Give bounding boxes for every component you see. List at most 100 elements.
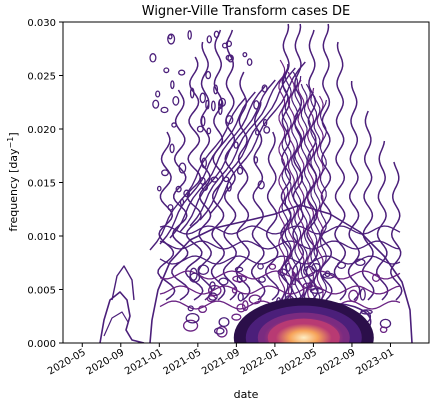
contour-island bbox=[149, 53, 157, 63]
contour-island bbox=[170, 80, 175, 90]
contour-island bbox=[160, 106, 169, 114]
contour-island bbox=[206, 127, 212, 135]
contour-island bbox=[189, 87, 195, 99]
ridge-contour bbox=[287, 71, 295, 341]
y-tick-label: 0.000 bbox=[27, 339, 56, 350]
contour-island bbox=[213, 327, 225, 335]
contour-island bbox=[223, 176, 230, 183]
contour-island bbox=[210, 100, 216, 112]
ringing-contour bbox=[159, 225, 401, 235]
contour-island bbox=[225, 115, 234, 125]
contour-island bbox=[187, 30, 192, 40]
contour-island bbox=[152, 99, 160, 109]
contour-island bbox=[161, 169, 169, 177]
contour-island bbox=[268, 263, 277, 270]
x-tick-label: 2022-09 bbox=[316, 347, 358, 377]
contour-island bbox=[324, 270, 331, 278]
ridge-contour bbox=[284, 67, 292, 341]
x-tick-label: 2022-05 bbox=[277, 347, 319, 377]
contour-island bbox=[354, 258, 366, 267]
contour-island bbox=[379, 318, 392, 329]
ridge-contour bbox=[281, 63, 289, 341]
y-tick-label: 0.030 bbox=[27, 18, 56, 29]
contour-island bbox=[233, 141, 239, 149]
contour-island bbox=[167, 34, 173, 40]
cross-term-column bbox=[305, 29, 319, 301]
contour-line bbox=[111, 265, 135, 301]
diagonal-streak bbox=[159, 91, 256, 245]
contour-island bbox=[209, 281, 216, 290]
envelope-left bbox=[99, 291, 145, 343]
diagonal-streak bbox=[209, 61, 306, 215]
contour-island bbox=[336, 261, 347, 269]
contour-island bbox=[371, 273, 381, 283]
cross-term-column bbox=[361, 110, 375, 301]
contour-island bbox=[237, 292, 244, 302]
ridge-contour bbox=[291, 71, 299, 341]
contour-island bbox=[261, 84, 268, 93]
contour-island bbox=[196, 125, 204, 133]
contour-island bbox=[241, 300, 249, 312]
ridge-contour bbox=[303, 83, 311, 341]
contour-island bbox=[200, 115, 206, 127]
contour-island bbox=[253, 156, 259, 164]
contour-island bbox=[225, 54, 233, 61]
contour-island bbox=[205, 99, 210, 110]
diagonal-streak bbox=[149, 97, 246, 251]
contour-island bbox=[172, 95, 180, 106]
x-axis: 2020-052020-092021-012021-052021-092022-… bbox=[46, 343, 396, 377]
y-axis: 0.000 0.005 0.010 0.015 0.020 0.025 0.030 bbox=[27, 18, 63, 350]
contour-island bbox=[182, 319, 199, 332]
y-tick-label: 0.015 bbox=[27, 179, 56, 190]
cross-term-column bbox=[319, 23, 333, 301]
cross-term-column bbox=[250, 101, 266, 301]
cross-term-column bbox=[333, 41, 347, 301]
y-tick-label: 0.005 bbox=[27, 286, 56, 297]
contour-island bbox=[348, 289, 359, 303]
contour-island bbox=[242, 51, 248, 58]
contour-island bbox=[175, 185, 182, 193]
cross-term-column bbox=[347, 80, 361, 301]
x-tick-label: 2020-05 bbox=[46, 347, 88, 377]
y-tick-label: 0.025 bbox=[27, 72, 56, 83]
contour-island bbox=[234, 266, 244, 273]
contour-island bbox=[169, 143, 175, 154]
contour-island bbox=[258, 276, 266, 283]
contour-island bbox=[218, 317, 230, 328]
contour-island bbox=[257, 180, 265, 190]
contour-line bbox=[103, 311, 129, 337]
contour-island bbox=[198, 305, 208, 314]
ringing-contour bbox=[159, 285, 401, 295]
x-tick-label: 2022-01 bbox=[239, 347, 281, 377]
contour-island bbox=[262, 118, 268, 127]
contour-island bbox=[236, 166, 244, 175]
diagonal-streak bbox=[189, 73, 286, 227]
contour-island bbox=[213, 30, 220, 39]
contour-island bbox=[201, 157, 207, 169]
y-axis-label-close: ] bbox=[7, 132, 20, 136]
contour-island bbox=[226, 181, 232, 192]
envelope-main bbox=[149, 204, 413, 343]
contour-island bbox=[254, 129, 260, 136]
cross-term-column bbox=[197, 41, 213, 301]
contour-island bbox=[359, 288, 366, 301]
peak-glow bbox=[263, 317, 344, 343]
contour-island bbox=[210, 176, 219, 183]
contour-island bbox=[155, 90, 161, 98]
ringing-contour bbox=[159, 240, 401, 250]
x-axis-label: date bbox=[234, 388, 259, 401]
contour-island bbox=[187, 305, 194, 312]
x-tick-label: 2020-09 bbox=[85, 347, 127, 377]
y-tick-label: 0.020 bbox=[27, 125, 56, 136]
contour-island bbox=[183, 189, 190, 198]
contour-island bbox=[208, 292, 218, 301]
contour-island bbox=[163, 67, 170, 74]
y-axis-label-exponent: −1 bbox=[6, 137, 15, 149]
ridge-contour bbox=[300, 83, 308, 341]
cross-term-column bbox=[222, 29, 238, 301]
x-tick-label: 2021-09 bbox=[200, 347, 242, 377]
contour-island bbox=[257, 263, 264, 270]
cross-term-column bbox=[375, 140, 389, 301]
contour-island bbox=[156, 185, 162, 192]
contour-island bbox=[185, 312, 200, 324]
